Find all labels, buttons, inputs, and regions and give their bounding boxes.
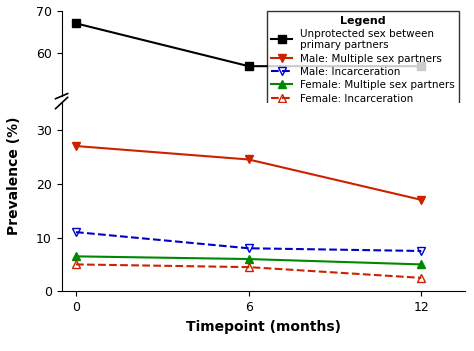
X-axis label: Timepoint (months): Timepoint (months) xyxy=(185,320,341,333)
Text: Prevalence (%): Prevalence (%) xyxy=(7,116,21,235)
Legend: Unprotected sex between
primary partners, Male: Multiple sex partners, Male: Inc: Unprotected sex between primary partners… xyxy=(267,12,459,108)
